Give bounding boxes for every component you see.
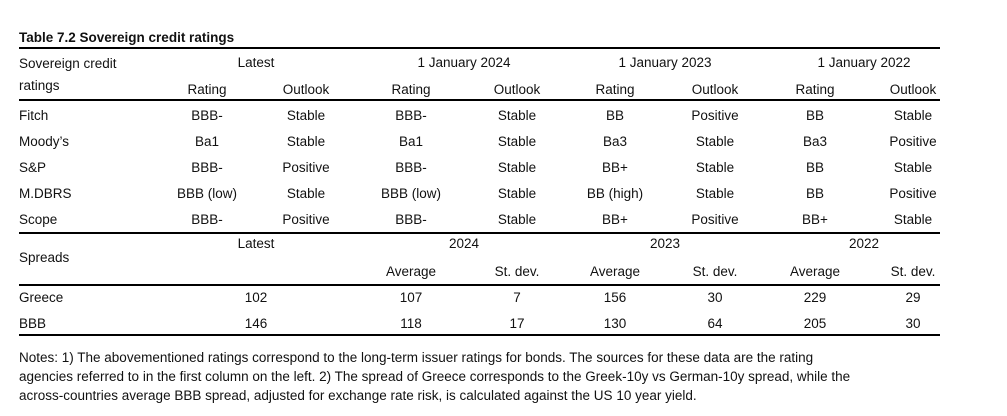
table-cell: 64	[707, 316, 723, 331]
notes-line: agencies referred to in the first column…	[19, 369, 851, 384]
table-cell: 156	[603, 290, 627, 305]
table-cell: Positive	[691, 108, 739, 123]
row-label: Fitch	[19, 108, 49, 123]
column-group-header: 2023	[649, 236, 681, 251]
table-cell: BB	[805, 160, 825, 175]
column-header: St. dev.	[692, 264, 738, 279]
column-header: Rating	[187, 82, 227, 97]
column-group-header: 1 January 2024	[417, 55, 511, 70]
table-cell: Positive	[282, 160, 330, 175]
table-cell: 229	[803, 290, 827, 305]
table-cell: Positive	[691, 212, 739, 227]
table-cell: BBB (low)	[176, 186, 238, 201]
column-group-header: 2024	[448, 236, 480, 251]
column-header: Average	[385, 264, 437, 279]
header-rule	[19, 99, 940, 101]
column-header: Average	[589, 264, 641, 279]
column-group-header: 1 January 2023	[618, 55, 712, 70]
row-label: Greece	[19, 290, 64, 305]
table-cell: 30	[905, 316, 921, 331]
table-cell: 29	[905, 290, 921, 305]
table-cell: BBB-	[191, 212, 223, 227]
table-title: Table 7.2 Sovereign credit ratings	[19, 30, 235, 45]
column-header: Outlook	[282, 82, 330, 97]
row-label: Scope	[19, 212, 58, 227]
row-label: M.DBRS	[19, 186, 72, 201]
column-header: Outlook	[493, 82, 541, 97]
table-cell: BB+	[802, 212, 828, 227]
table-cell: Stable	[286, 186, 326, 201]
table-cell: Stable	[497, 134, 537, 149]
bottom-rule	[19, 334, 940, 336]
table-cell: Positive	[889, 186, 937, 201]
table-cell: 7	[513, 290, 521, 305]
column-group-header: Latest	[237, 55, 275, 70]
table-cell: BB	[805, 186, 825, 201]
table-cell: 102	[244, 290, 268, 305]
table-cell: Stable	[286, 134, 326, 149]
top-rule	[19, 47, 940, 49]
column-header: Outlook	[691, 82, 739, 97]
table-cell: 17	[509, 316, 525, 331]
table-cell: Ba1	[194, 134, 220, 149]
notes-line: across-countries average BBB spread, adj…	[19, 388, 697, 403]
table-cell: Ba1	[398, 134, 424, 149]
table-cell: Positive	[889, 134, 937, 149]
row-label: Moody’s	[19, 134, 70, 149]
table-cell: 118	[400, 316, 422, 331]
table-cell: Ba3	[802, 134, 828, 149]
table-cell: Stable	[695, 134, 735, 149]
table-cell: Stable	[497, 108, 537, 123]
column-header: Rating	[595, 82, 635, 97]
column-header: Rating	[795, 82, 835, 97]
table-cell: Stable	[695, 186, 735, 201]
column-header: St. dev.	[494, 264, 540, 279]
table-cell: Stable	[286, 108, 326, 123]
table-cell: BB	[605, 108, 625, 123]
table-cell: Stable	[893, 160, 933, 175]
table-cell: Stable	[695, 160, 735, 175]
column-header: Rating	[391, 82, 431, 97]
table-cell: BBB-	[395, 108, 427, 123]
table-cell: BB (high)	[586, 186, 644, 201]
table-cell: BB	[805, 108, 825, 123]
table-cell: 146	[244, 316, 268, 331]
table-cell: Stable	[893, 108, 933, 123]
column-group-header: Latest	[237, 236, 275, 251]
column-group-header: 2022	[848, 236, 880, 251]
column-header: Average	[789, 264, 841, 279]
column-group-header: 1 January 2022	[817, 55, 911, 70]
table-cell: BB+	[602, 212, 628, 227]
row-header-label: ratings	[19, 78, 60, 93]
row-label: S&P	[19, 160, 47, 175]
column-header: Outlook	[889, 82, 937, 97]
table-cell: Positive	[282, 212, 330, 227]
table-cell: BBB-	[395, 212, 427, 227]
table-cell: Stable	[893, 212, 933, 227]
table-cell: 30	[707, 290, 723, 305]
notes-line: Notes: 1) The abovementioned ratings cor…	[19, 350, 814, 365]
table-cell: BB+	[602, 160, 628, 175]
row-header-label: Spreads	[19, 250, 70, 265]
table-cell: BBB-	[395, 160, 427, 175]
table-cell: BBB (low)	[380, 186, 442, 201]
table-cell: BBB-	[191, 160, 223, 175]
table-cell: Stable	[497, 186, 537, 201]
section-rule	[19, 232, 940, 234]
row-header-label: Sovereign credit	[19, 56, 117, 71]
column-header: St. dev.	[890, 264, 936, 279]
table-cell: 205	[803, 316, 827, 331]
table-notes: Notes: 1) The abovementioned ratings cor…	[19, 348, 940, 405]
table-cell: Stable	[497, 160, 537, 175]
row-label: BBB	[19, 316, 47, 331]
table-cell: 130	[603, 316, 627, 331]
spreads-header-rule	[19, 284, 940, 286]
table-cell: 107	[399, 290, 423, 305]
table-cell: Ba3	[602, 134, 628, 149]
table-cell: Stable	[497, 212, 537, 227]
table-cell: BBB-	[191, 108, 223, 123]
